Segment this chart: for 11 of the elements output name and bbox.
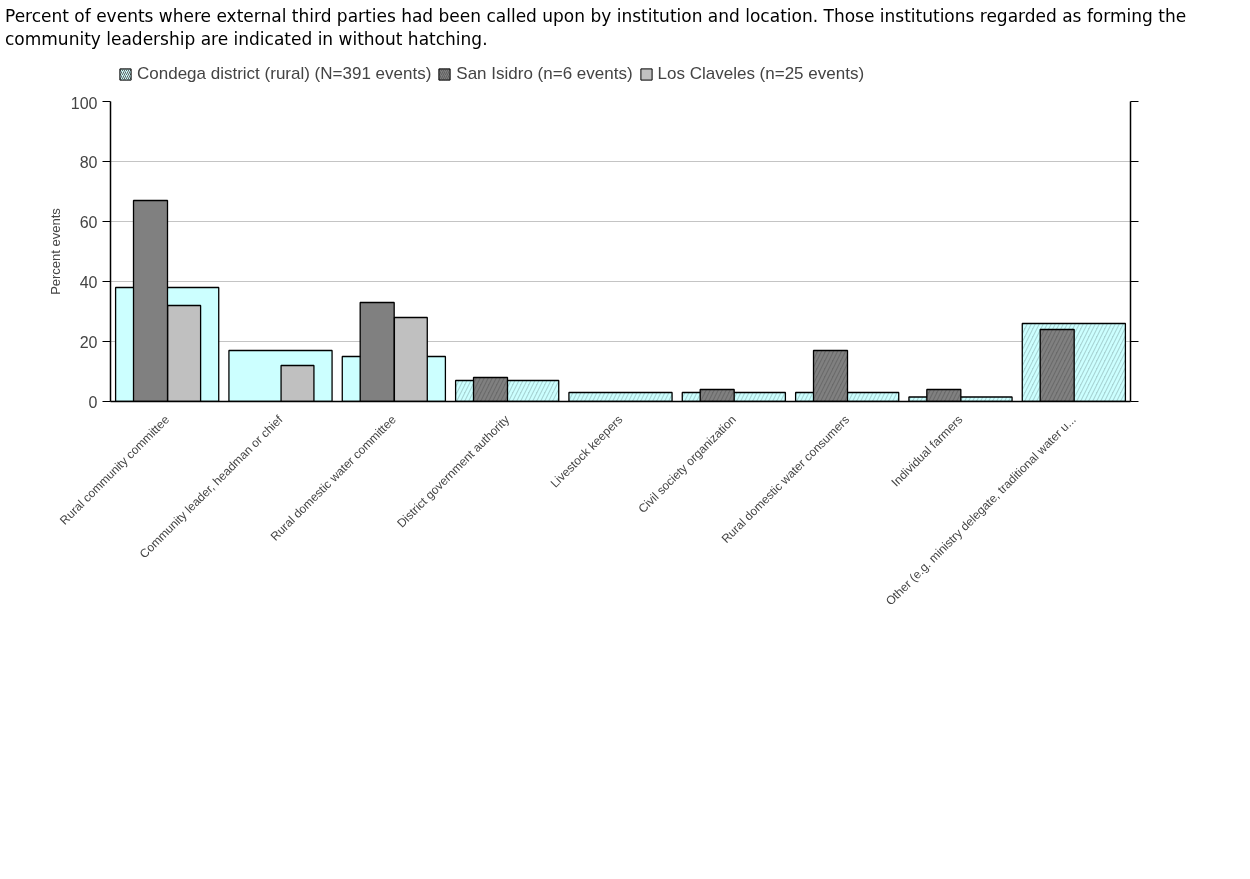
legend-label: Los Claveles (n=25 events) bbox=[657, 63, 865, 84]
y-tick-label: 60 bbox=[79, 213, 98, 231]
y-tick-label: 0 bbox=[88, 393, 98, 411]
chart-title: Percent of events where external third parties had been called upon by institution and location. Those institutions regarded as forming the community leadership are indicated in without hatching. bbox=[5, 5, 1188, 51]
y-tick-label: 100 bbox=[70, 94, 98, 112]
legend-label: San Isidro (n=6 events) bbox=[456, 63, 633, 84]
y-tick-label: 20 bbox=[79, 333, 98, 351]
y-tick-label: 80 bbox=[79, 153, 98, 171]
y-axis-title: Percent events bbox=[47, 207, 63, 295]
y-tick-label: 40 bbox=[79, 273, 98, 291]
legend-label: Condega district (rural) (N=391 events) bbox=[137, 63, 432, 84]
